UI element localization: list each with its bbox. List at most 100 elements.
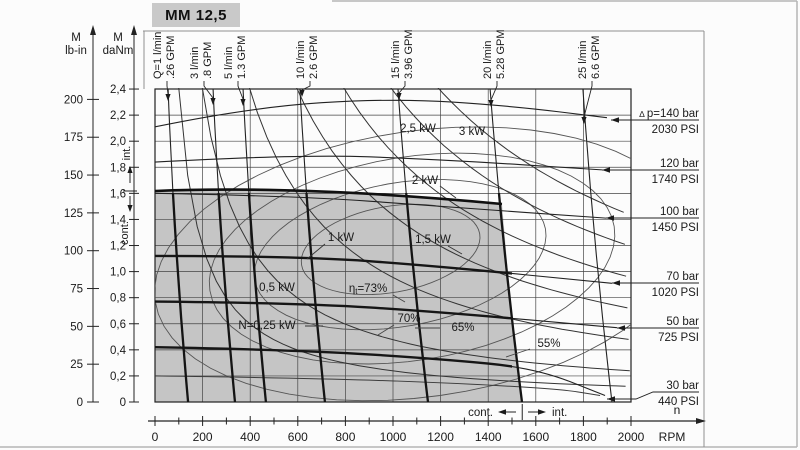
pressure-label-psi-1: 2030 PSI [652,124,699,136]
plot-border [154,88,632,403]
flow-line-7 [582,88,613,403]
efficiency-contour-65 [208,152,616,365]
lbin-tick-75: 75 [70,284,83,296]
arrowhead-down [396,93,402,100]
power-curve-2.5kw [390,88,626,245]
n-label: n [674,403,681,417]
danm-tick-0,2: 0,2 [110,371,126,383]
efficiency-label-55: 55% [537,338,560,350]
flow-label-3: 5 l/min [223,47,235,79]
arrowhead-down [240,99,246,106]
grid [154,88,632,403]
lbin-tick-100: 100 [64,246,83,258]
power-label-1kw: 1 kW [328,232,354,244]
pressure-label-psi-2: 1740 PSI [652,174,699,186]
flow-labels: Q=1 l/min .26 GPM 3 l/min .8 GPM 5 l/min 1.3 … [152,29,602,124]
arrowhead-left [602,167,610,173]
arrowhead-down [210,98,216,105]
power-label-0.25kw: N=0,25 kW [238,320,295,332]
pressure-labels: ∆ p=140 bar 2030 PSI 120 bar 1740 PSI 100 ba… [602,108,699,408]
arrowhead-down [488,100,494,107]
rpm-tick-0: 0 [152,430,159,444]
arrowhead-down [165,94,171,101]
bottom-cont-label: cont. [468,407,493,419]
power-curve-2kw [343,88,627,277]
arrowhead-down [581,117,587,124]
arrowhead-left [606,215,614,221]
flow-label-gpm-2: .8 GPM [202,42,214,79]
danm-tick-1,4: 1,4 [110,214,127,226]
power-label-0.5kw: 0,5 kW [259,282,295,294]
lbin-tick-200: 200 [64,94,83,106]
danm-tick-1,0: 1,0 [110,267,126,279]
power-label-2.5kw: 2,5 kW [400,123,436,135]
continuous-torque-limit [155,188,503,206]
danm-tick-0,6: 0,6 [110,319,126,331]
left-duty-markers: int. cont. [119,146,137,245]
flow-line-thick-1 [171,193,190,403]
flow-line-thick-2 [217,193,237,403]
pressure-curve-3 [155,192,607,219]
bottom-int-label: int. [552,407,567,419]
lbin-tick-0: 0 [77,397,83,409]
efficiency-label-65: 65% [451,322,474,334]
lbin-tick-50: 50 [70,321,83,333]
lbin-tick-175: 175 [64,132,83,144]
flow-label-5: 15 l/min [390,40,402,79]
flow-label-2: 3 l/min [189,47,201,79]
lbin-axis-name: M [71,32,81,44]
lbin-tick-125: 125 [64,208,83,220]
arrowhead-left [617,325,625,331]
danm-tick-0,4: 0,4 [110,345,127,357]
flow-label-gpm-6: 5.28 GPM [495,29,507,79]
model-title: MM 12,5 [152,3,240,27]
pressure-label-4: 70 bar [666,271,699,283]
arrowhead-left [607,396,615,402]
flow-label-gpm-1: .26 GPM [165,36,177,79]
rpm-tick-800: 800 [335,430,355,444]
power-label-3kw: 3 kW [459,126,485,138]
flow-label-6: 20 l/min [482,40,494,79]
pressure-label-psi-5: 725 PSI [658,332,699,344]
pressure-label-1: ∆ p=140 bar [639,108,699,120]
flow-line-thick-6 [497,193,524,403]
arrowhead-left [611,117,619,123]
rpm-unit-label: RPM [659,430,686,444]
rpm-tick-1200: 1200 [427,430,454,444]
pressure-curve-1 [155,99,608,128]
danm-tick-2,4: 2,4 [110,84,127,96]
pressure-label-psi-6: 440 PSI [658,396,699,408]
pressure-curve-thick-5 [155,300,512,320]
rpm-tick-600: 600 [288,430,308,444]
flow-label-4: 10 l/min [295,40,307,79]
arrowhead-down [299,90,305,97]
danm-tick-1,2: 1,2 [110,241,126,253]
pressure-label-psi-4: 1020 PSI [652,287,699,299]
left-cont-label: cont. [119,221,131,245]
pressure-label-5: 50 bar [666,316,699,328]
arrowhead-down [127,205,133,212]
danm-axis-unit: daNm [103,45,134,57]
danm-tick-1,8: 1,8 [110,162,126,174]
power-curve-1kw [249,88,629,340]
lbin-tick-25: 25 [70,359,83,371]
power-label-1.5kw: 1,5 kW [415,234,451,246]
flow-label-7: 25 l/min [577,40,589,79]
rpm-tick-1800: 1800 [570,430,597,444]
efficiency-label-73: ηt=73% [349,283,387,296]
danm-tick-2,0: 2,0 [110,136,126,148]
power-curve-0.25kw [178,88,626,387]
flow-line-thick-5 [405,193,430,403]
pressure-label-2: 120 bar [660,158,699,170]
pressure-curve-2 [155,155,602,171]
flow-label-gpm-7: 6.6 GPM [590,36,602,79]
power-curve-1.5kw [296,88,628,309]
arrowhead-left [612,280,620,286]
flow-line-thick-3 [247,193,268,403]
power-curve-0.5kw [201,88,630,372]
flow-label-gpm-4: 2.6 GPM [308,36,320,79]
curves [155,88,631,403]
rpm-tick-1600: 1600 [522,430,549,444]
rpm-tick-200: 200 [193,430,213,444]
